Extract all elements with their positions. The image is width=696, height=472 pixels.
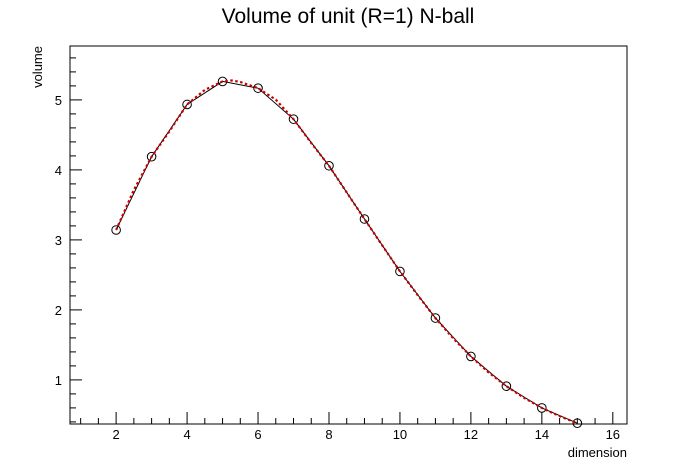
y-tick-label: 4: [55, 163, 62, 178]
y-axis-label: volume: [30, 46, 45, 88]
y-tick-label: 5: [55, 93, 62, 108]
x-tick-label: 4: [183, 427, 190, 442]
data-point: [146, 151, 157, 162]
x-tick-label: 6: [254, 427, 261, 442]
dotted-fit-curve: [115, 79, 578, 425]
data-point: [324, 160, 334, 171]
data-point: [501, 381, 512, 391]
plot-frame: [69, 45, 628, 425]
y-tick-label: 1: [55, 373, 62, 388]
x-tick-label: 10: [393, 427, 407, 442]
data-point: [182, 99, 192, 110]
x-tick-label: 16: [606, 427, 620, 442]
chart-title: Volume of unit (R=1) N-ball: [222, 5, 475, 28]
data-point: [111, 225, 121, 235]
data-point: [288, 114, 299, 124]
series-layer: [111, 76, 583, 429]
data-point: [572, 418, 583, 429]
data-point: [466, 351, 476, 362]
data-point: [430, 313, 441, 323]
y-tick-label: 2: [55, 303, 62, 318]
data-point: [395, 266, 405, 277]
y-tick-label: 3: [55, 233, 62, 248]
x-axis-label: dimension: [568, 445, 627, 460]
data-point: [359, 214, 370, 224]
x-tick-label: 12: [464, 427, 478, 442]
data-point: [253, 83, 263, 93]
data-point: [537, 403, 547, 413]
x-tick-label: 2: [113, 427, 120, 442]
axis-ticks: [70, 57, 614, 424]
x-tick-label: 8: [325, 427, 332, 442]
x-tick-label: 14: [535, 427, 549, 442]
